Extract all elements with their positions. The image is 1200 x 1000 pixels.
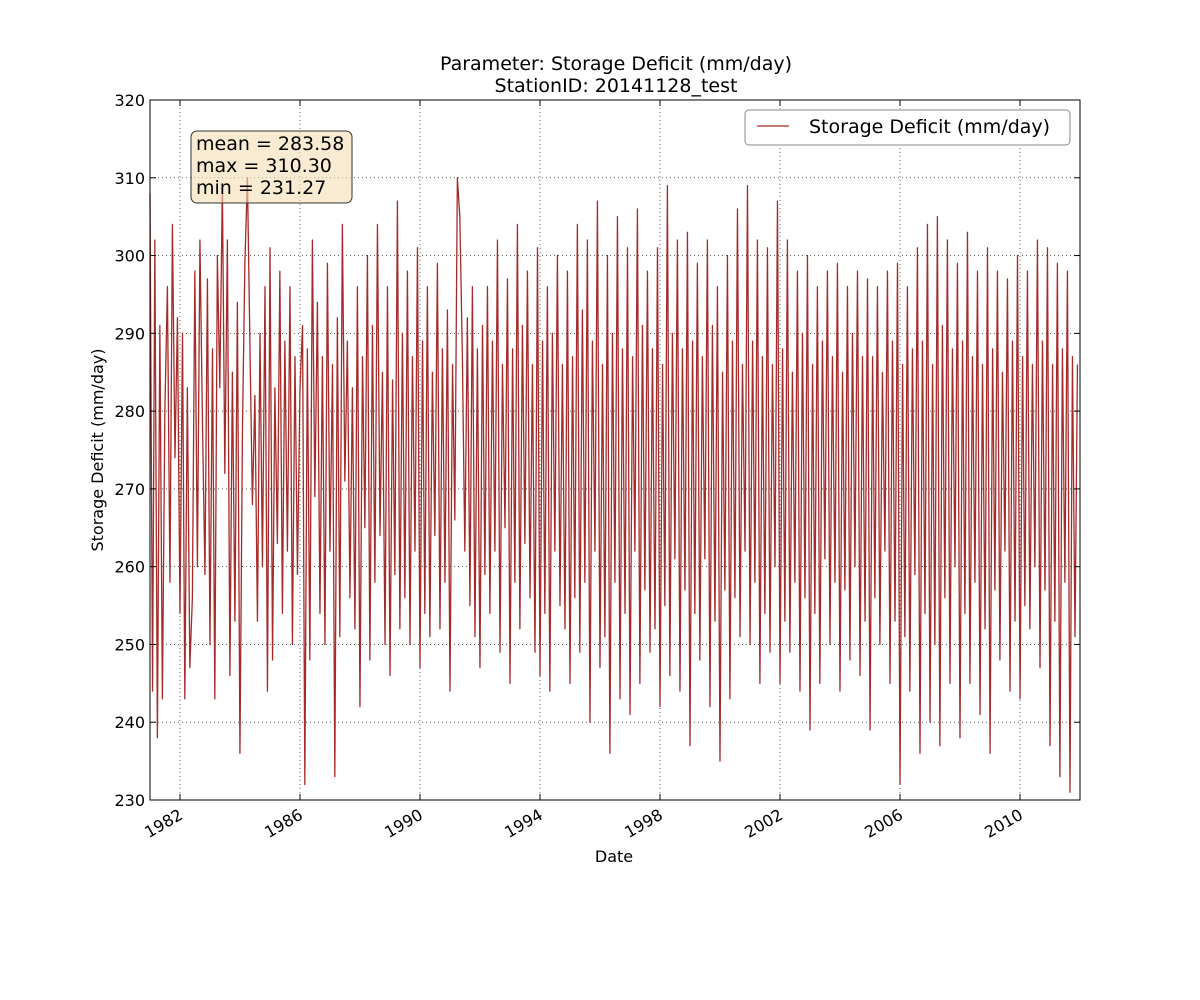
- plot-area-frame: [149, 99, 1081, 801]
- legend: Storage Deficit (mm/day): [744, 109, 1071, 146]
- y-tick-label: 260: [114, 558, 145, 577]
- legend-box: [744, 109, 1071, 146]
- stats-mean: mean = 283.58: [196, 133, 344, 155]
- y-tick-label: 320: [114, 91, 145, 110]
- series-layer: [149, 177, 1079, 793]
- y-tick-label: 310: [114, 169, 145, 188]
- y-axis: 230 240 250 260 270 280 290 300 310 320: [114, 91, 1080, 810]
- y-axis-label: Storage Deficit (mm/day): [88, 348, 107, 551]
- y-tick-label: 230: [114, 791, 145, 810]
- chart-title-line1: Parameter: Storage Deficit (mm/day): [440, 53, 792, 75]
- y-tick-label: 300: [114, 247, 145, 266]
- stats-box: mean = 283.58 max = 310.30 min = 231.27: [190, 130, 353, 204]
- chart-title-line2: StationID: 20141128_test: [495, 75, 738, 97]
- legend-label: Storage Deficit (mm/day): [809, 116, 1050, 138]
- y-tick-label: 250: [114, 635, 145, 654]
- stats-min: min = 231.27: [196, 177, 326, 199]
- y-tick-label: 290: [114, 324, 145, 343]
- stats-box-background: [190, 130, 353, 204]
- y-tick-label: 240: [114, 713, 145, 732]
- stats-max: max = 310.30: [196, 155, 332, 177]
- x-axis-label: Date: [595, 847, 633, 866]
- y-tick-label: 280: [114, 402, 145, 421]
- series-line: [149, 177, 1079, 793]
- y-tick-label: 270: [114, 480, 145, 499]
